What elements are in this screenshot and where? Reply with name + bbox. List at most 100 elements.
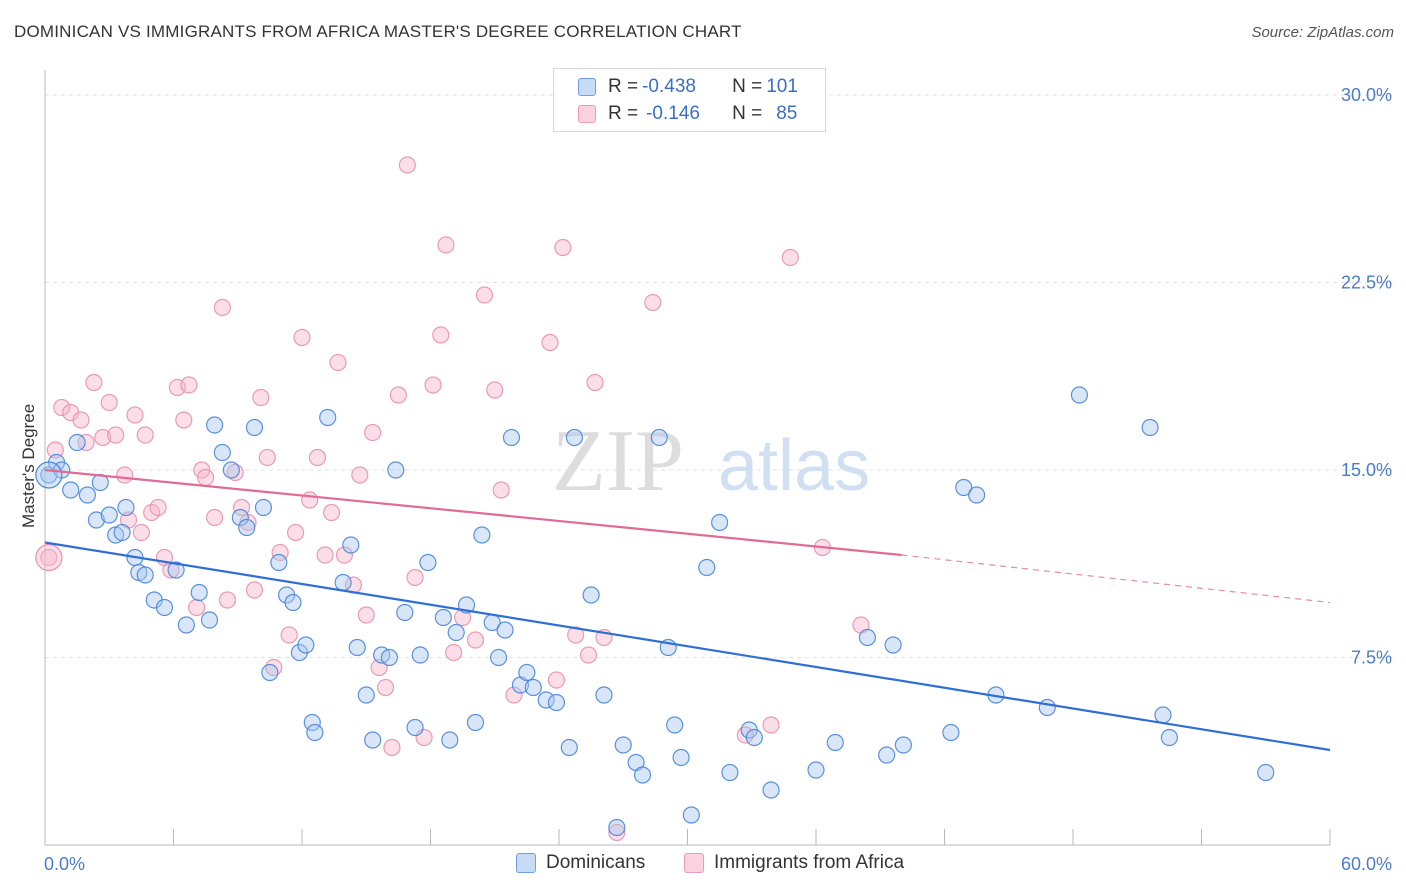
data-point-immigrants-from-africa — [335, 546, 354, 564]
data-point-immigrants-from-africa — [505, 686, 523, 704]
data-point-immigrants-from-africa — [376, 678, 395, 697]
data-point-immigrants-from-africa — [132, 523, 150, 542]
data-point-dominicans — [155, 598, 174, 617]
data-point-dominicans — [582, 586, 600, 604]
legend-n-label: N = — [732, 103, 763, 124]
data-point-dominicans — [136, 566, 154, 584]
legend-n-value: 85 — [776, 103, 798, 124]
data-point-dominicans — [826, 733, 844, 752]
data-point-dominicans — [78, 486, 97, 504]
data-point-dominicans — [672, 748, 690, 767]
data-point-immigrants-from-africa — [46, 441, 64, 459]
data-point-immigrants-from-africa — [293, 328, 311, 347]
data-point-dominicans — [270, 553, 288, 572]
gridlines — [45, 94, 1392, 658]
data-point-dominicans — [396, 603, 414, 622]
data-point-dominicans — [100, 506, 118, 524]
data-point-dominicans — [380, 648, 398, 667]
legend-n-value: 101 — [766, 76, 798, 97]
y-tick-label: 15.0% — [1341, 460, 1392, 480]
data-point-dominicans — [1070, 386, 1089, 404]
data-point-immigrants-from-africa — [351, 466, 369, 484]
legend-item-dominicans[interactable]: Dominicans — [516, 852, 645, 874]
data-point-immigrants-from-africa — [383, 738, 401, 757]
data-point-immigrants-from-africa — [466, 631, 485, 649]
data-point-dominicans — [254, 498, 273, 517]
data-point-dominicans — [496, 621, 514, 639]
data-point-immigrants-from-africa — [116, 466, 134, 484]
data-point-dominicans — [698, 558, 716, 577]
data-point-immigrants-from-africa — [437, 236, 455, 254]
legend-n-label: N = — [732, 76, 763, 97]
data-point-immigrants-from-africa — [245, 581, 264, 599]
data-point-immigrants-from-africa — [567, 626, 585, 644]
data-point-dominicans — [297, 636, 315, 654]
data-point-immigrants-from-africa — [554, 238, 572, 257]
data-point-immigrants-from-africa — [94, 428, 112, 447]
data-point-dominicans — [807, 761, 825, 779]
data-point-dominicans — [473, 526, 491, 544]
data-point-dominicans — [447, 623, 465, 642]
data-point-dominicans — [502, 428, 521, 447]
data-point-dominicans — [303, 713, 321, 732]
legend-r-label: R = — [608, 76, 639, 97]
data-point-immigrants-from-africa — [175, 411, 193, 429]
legend-label-immigrants: Immigrants from Africa — [714, 852, 905, 873]
data-point-dominicans — [878, 746, 896, 764]
data-point-immigrants-from-africa — [389, 386, 407, 404]
data-point-dominicans — [364, 731, 382, 749]
x-tick-label: 0.0% — [44, 854, 85, 874]
data-point-dominicans — [884, 636, 902, 654]
watermark-zip: ZIP — [552, 413, 684, 510]
data-point-dominicans — [319, 408, 337, 427]
trend-line-immigrants-projection — [901, 554, 1331, 604]
data-point-dominicans — [1038, 698, 1056, 717]
data-point-immigrants-from-africa — [608, 823, 626, 842]
data-point-dominicans — [565, 428, 584, 447]
data-point-immigrants-from-africa — [432, 326, 450, 344]
data-point-dominicans — [682, 806, 700, 824]
data-point-dominicans — [334, 573, 352, 592]
data-point-dominicans — [894, 736, 912, 754]
legend-item-immigrants[interactable]: Immigrants from Africa — [684, 852, 904, 874]
data-point-dominicans — [608, 818, 626, 837]
data-point-immigrants-from-africa — [322, 503, 341, 522]
data-point-immigrants-from-africa — [100, 393, 118, 412]
legend-label-dominicans: Dominicans — [546, 852, 646, 873]
legend-r-value: -0.146 — [646, 103, 700, 124]
data-point-dominicans — [167, 561, 185, 579]
data-point-immigrants-from-africa — [35, 543, 63, 572]
watermark-atlas: atlas — [718, 426, 870, 506]
data-point-dominicans — [942, 723, 960, 742]
data-point-immigrants-from-africa — [206, 508, 224, 527]
legend-row-dominicans: R = -0.438 N = 101 — [578, 74, 798, 100]
y-tick-label: 7.5% — [1351, 648, 1392, 668]
data-point-dominicans — [406, 718, 424, 737]
data-point-immigrants-from-africa — [492, 481, 510, 499]
data-point-dominicans — [466, 713, 485, 732]
data-point-immigrants-from-africa — [579, 646, 598, 664]
data-point-dominicans — [537, 691, 555, 709]
data-point-dominicans — [441, 731, 459, 749]
data-point-dominicans — [200, 611, 219, 629]
data-point-immigrants-from-africa — [218, 591, 237, 609]
data-point-dominicans — [518, 663, 536, 682]
data-point-immigrants-from-africa — [213, 298, 231, 317]
data-point-dominicans — [650, 428, 668, 447]
legend-swatch-dominicans — [516, 853, 536, 873]
data-point-immigrants-from-africa — [475, 286, 494, 304]
data-point-immigrants-from-africa — [286, 523, 305, 542]
data-point-immigrants-from-africa — [77, 433, 95, 452]
data-point-dominicans — [68, 433, 86, 452]
chart-source: Source: ZipAtlas.com — [1251, 24, 1394, 41]
data-point-dominicans — [633, 766, 652, 784]
data-point-dominicans — [721, 763, 739, 782]
data-point-dominicans — [35, 461, 63, 489]
data-point-immigrants-from-africa — [781, 248, 799, 267]
data-point-dominicans — [222, 461, 240, 479]
data-point-immigrants-from-africa — [398, 156, 416, 174]
data-point-dominicans — [177, 616, 195, 634]
data-point-immigrants-from-africa — [258, 448, 276, 467]
data-point-dominicans — [419, 553, 437, 572]
